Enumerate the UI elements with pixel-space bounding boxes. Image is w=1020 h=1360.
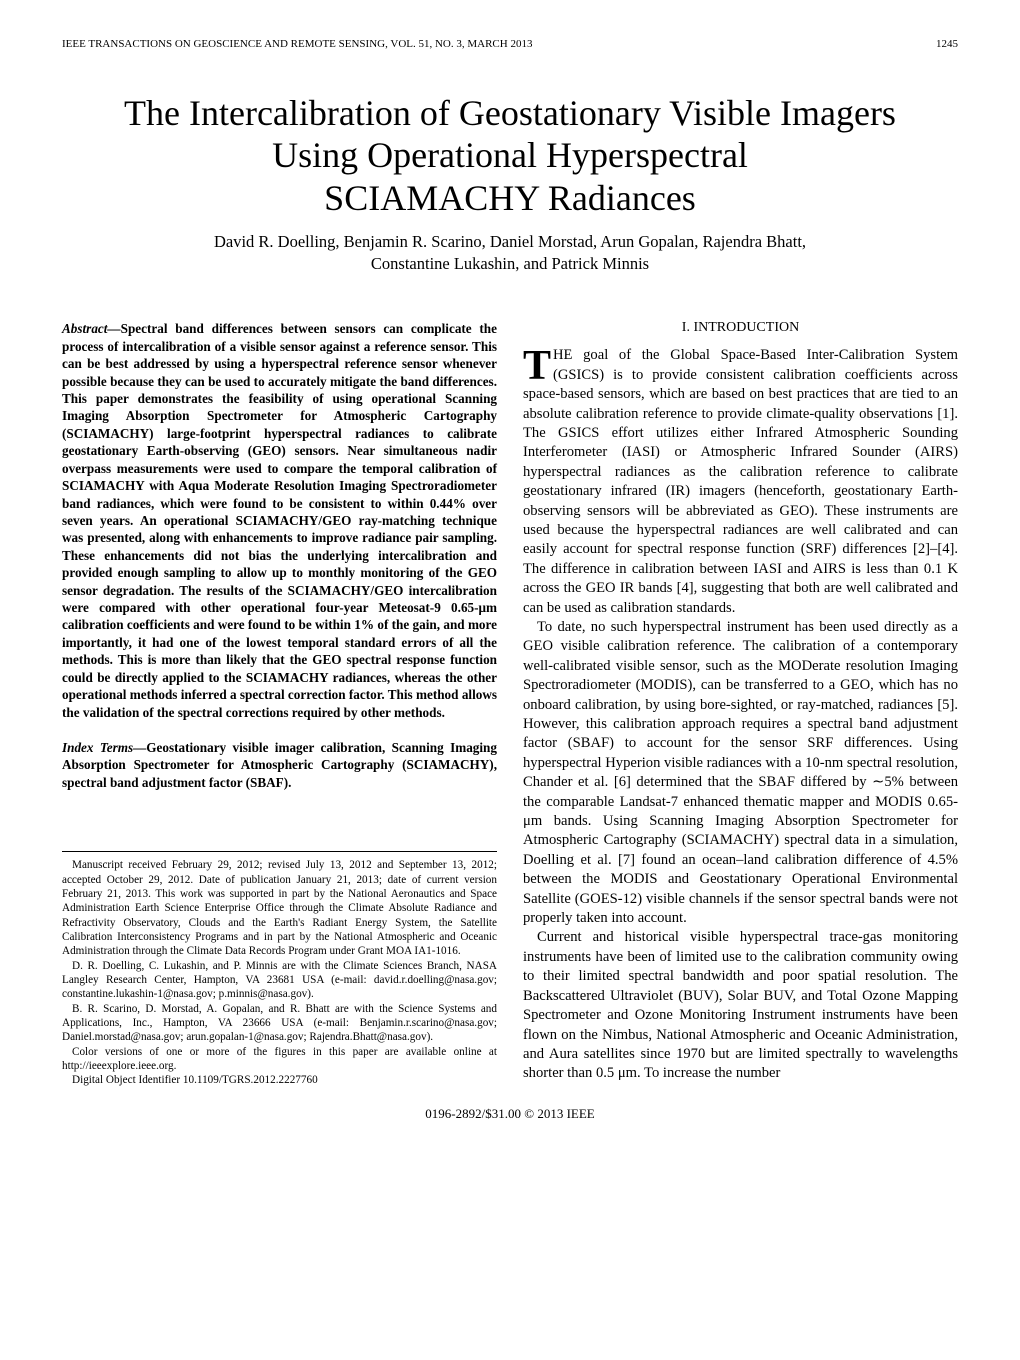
color-versions-note: Color versions of one or more of the fig… xyxy=(62,1045,497,1074)
introduction-body: THE goal of the Global Space-Based Inter… xyxy=(523,346,958,1083)
authors-line2: Constantine Lukashin, and Patrick Minnis xyxy=(371,254,649,273)
running-header: IEEE TRANSACTIONS ON GEOSCIENCE AND REMO… xyxy=(62,38,958,50)
two-column-layout: Abstract—Spectral band differences betwe… xyxy=(62,320,958,1087)
author-list: David R. Doelling, Benjamin R. Scarino, … xyxy=(62,231,958,274)
intro-paragraph-1: THE goal of the Global Space-Based Inter… xyxy=(523,346,958,618)
index-terms-label: Index Terms— xyxy=(62,740,146,755)
title-line1: The Intercalibration of Geostationary Vi… xyxy=(124,93,896,133)
doi: Digital Object Identifier 10.1109/TGRS.2… xyxy=(62,1073,497,1087)
abstract-text: Spectral band differences between sensor… xyxy=(62,321,497,719)
index-terms-block: Index Terms—Geostationary visible imager… xyxy=(62,739,497,791)
left-column: Abstract—Spectral band differences betwe… xyxy=(62,320,497,1087)
manuscript-info: Manuscript received February 29, 2012; r… xyxy=(62,851,497,1087)
intro-p1-text: HE goal of the Global Space-Based Inter-… xyxy=(523,347,958,615)
intro-paragraph-2: To date, no such hyperspectral instrumen… xyxy=(523,618,958,929)
abstract-label: Abstract— xyxy=(62,321,121,336)
copyright-footer: 0196-2892/$31.00 © 2013 IEEE xyxy=(62,1106,958,1122)
intro-paragraph-3: Current and historical visible hyperspec… xyxy=(523,928,958,1083)
paper-title: The Intercalibration of Geostationary Vi… xyxy=(62,92,958,219)
manuscript-received: Manuscript received February 29, 2012; r… xyxy=(62,858,497,958)
title-line3: SCIAMACHY Radiances xyxy=(324,178,696,218)
abstract-block: Abstract—Spectral band differences betwe… xyxy=(62,320,497,721)
page-number: 1245 xyxy=(936,38,958,50)
journal-info: IEEE TRANSACTIONS ON GEOSCIENCE AND REMO… xyxy=(62,38,532,50)
authors-line1: David R. Doelling, Benjamin R. Scarino, … xyxy=(214,232,806,251)
title-line2: Using Operational Hyperspectral xyxy=(272,135,748,175)
section-1-heading: I. INTRODUCTION xyxy=(523,320,958,336)
right-column: I. INTRODUCTION THE goal of the Global S… xyxy=(523,320,958,1087)
affiliation-2: B. R. Scarino, D. Morstad, A. Gopalan, a… xyxy=(62,1002,497,1045)
affiliation-1: D. R. Doelling, C. Lukashin, and P. Minn… xyxy=(62,959,497,1002)
dropcap: T xyxy=(523,346,553,383)
